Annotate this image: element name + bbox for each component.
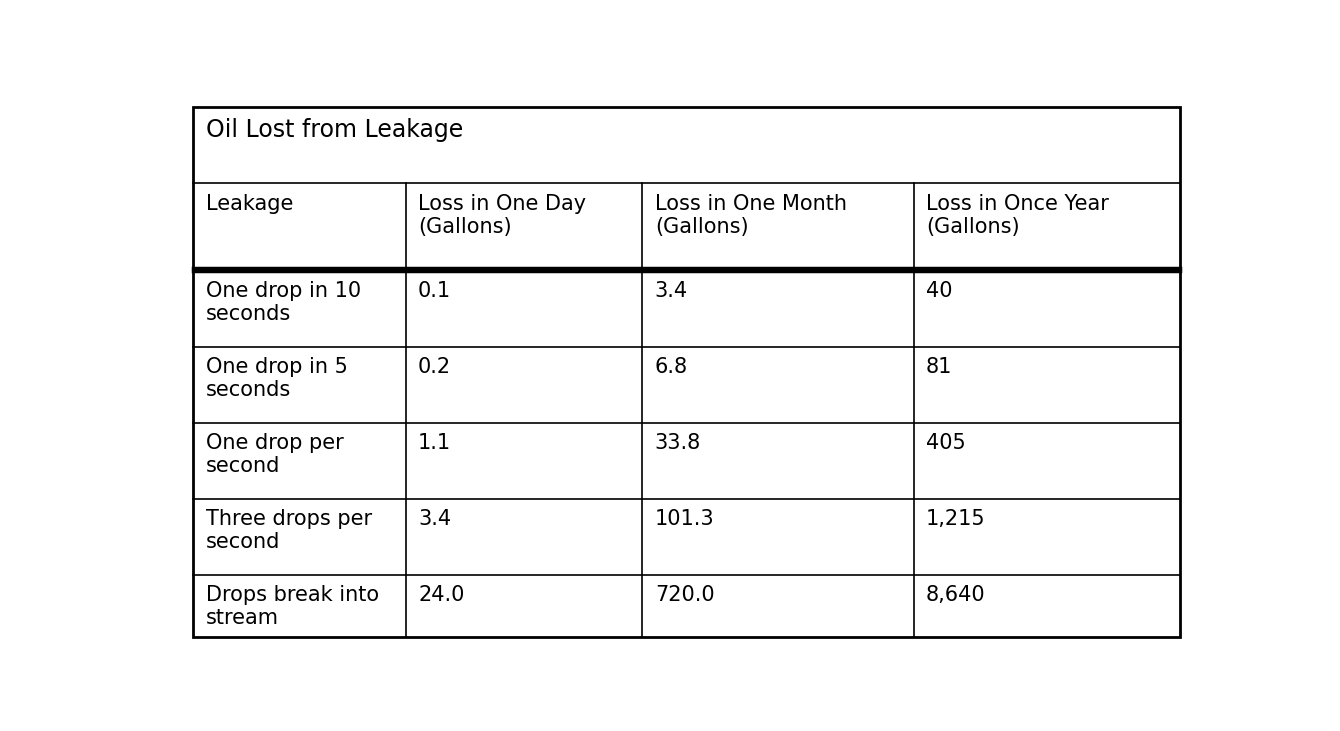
Text: Three drops per
second: Three drops per second [206,509,373,552]
Text: One drop in 10
seconds: One drop in 10 seconds [206,281,360,324]
Text: Drops break into
stream: Drops break into stream [206,585,379,628]
Text: 8,640: 8,640 [926,585,986,605]
Text: Loss in One Month
(Gallons): Loss in One Month (Gallons) [655,194,847,237]
Text: 40: 40 [926,281,953,300]
Text: 3.4: 3.4 [418,509,452,529]
Text: 33.8: 33.8 [655,433,701,452]
Text: 81: 81 [926,357,953,376]
Text: 24.0: 24.0 [418,585,465,605]
Text: 101.3: 101.3 [655,509,714,529]
Text: 3.4: 3.4 [655,281,687,300]
Text: 1,215: 1,215 [926,509,986,529]
Text: 0.2: 0.2 [418,357,452,376]
Text: 720.0: 720.0 [655,585,714,605]
Text: Loss in One Day
(Gallons): Loss in One Day (Gallons) [418,194,586,237]
Text: 1.1: 1.1 [418,433,452,452]
Text: Loss in Once Year
(Gallons): Loss in Once Year (Gallons) [926,194,1110,237]
Text: Leakage: Leakage [206,194,293,213]
Text: One drop in 5
seconds: One drop in 5 seconds [206,357,348,400]
Text: One drop per
second: One drop per second [206,433,343,476]
Text: 0.1: 0.1 [418,281,452,300]
Text: Oil Lost from Leakage: Oil Lost from Leakage [206,118,464,142]
Text: 405: 405 [926,433,966,452]
Text: 6.8: 6.8 [655,357,687,376]
